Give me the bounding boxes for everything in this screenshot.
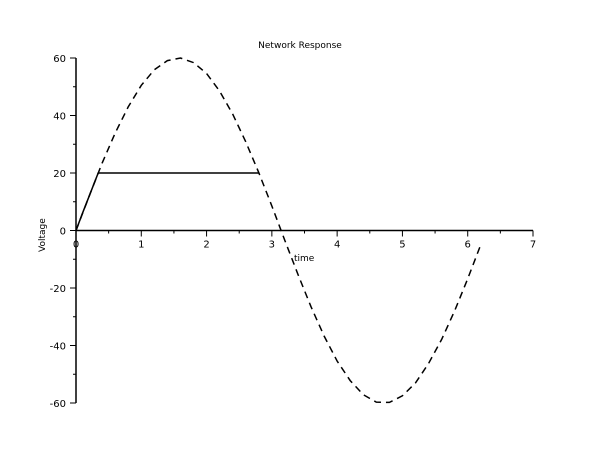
series-line-dashed xyxy=(75,57,482,404)
x-tick-label: 5 xyxy=(399,240,405,251)
y-axis: -60 -40 -20 0 20 40 60 xyxy=(50,54,77,410)
x-tick-label: 7 xyxy=(530,240,536,251)
x-tick-label: 3 xyxy=(269,240,275,251)
y-tick-label: -20 xyxy=(50,284,66,295)
y-tick-label: 40 xyxy=(53,112,66,123)
chart-title: Network Response xyxy=(258,41,342,51)
series-line-solid xyxy=(75,172,259,231)
y-tick-label: 0 xyxy=(60,227,66,238)
x-tick-label: 1 xyxy=(138,240,144,251)
y-tick-label: 60 xyxy=(53,54,66,65)
series-layer xyxy=(75,57,482,404)
x-tick-label: 6 xyxy=(465,240,471,251)
x-tick-label: 2 xyxy=(203,240,209,251)
y-tick-label: 20 xyxy=(53,169,66,180)
x-tick-label: 4 xyxy=(334,240,340,251)
x-tick-label: 0 xyxy=(73,240,79,251)
y-tick-label: -40 xyxy=(50,342,66,353)
x-axis-label: time xyxy=(294,254,315,264)
x-axis: 0 1 2 3 4 5 6 7 xyxy=(73,229,536,251)
y-axis-label: Voltage xyxy=(38,218,48,252)
y-tick-label: -60 xyxy=(50,399,66,410)
